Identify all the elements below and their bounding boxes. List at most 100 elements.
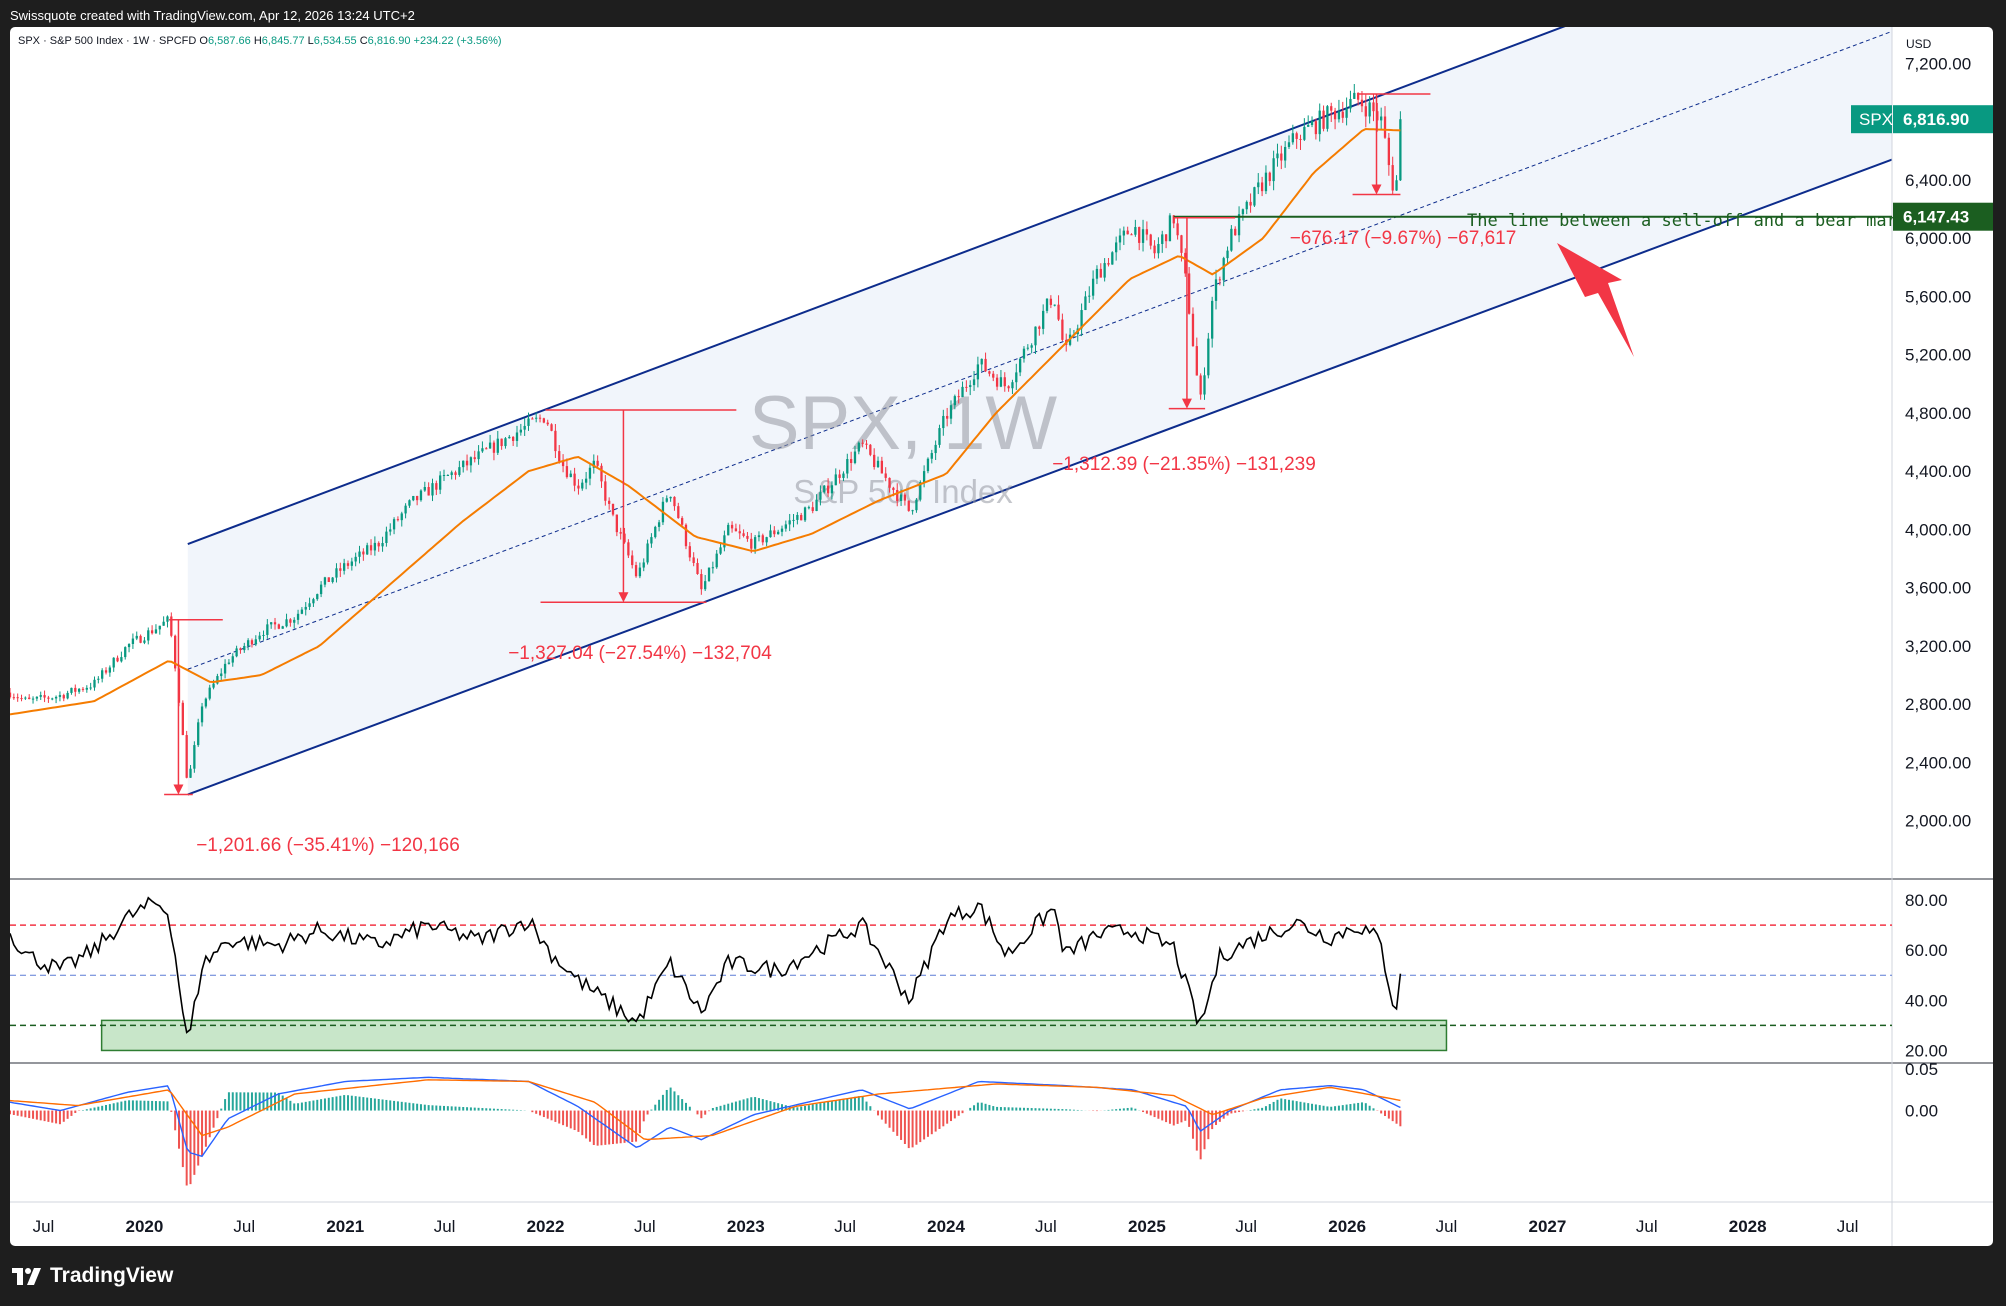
candle-body (404, 505, 407, 514)
candle-body (66, 692, 69, 699)
candle-body (581, 482, 584, 489)
candle-body (193, 745, 196, 769)
macd-signal-line (10, 1079, 1401, 1141)
candle-body (608, 500, 611, 504)
candle-body (1184, 252, 1187, 274)
candle-body (389, 529, 392, 532)
candle-body (223, 663, 227, 674)
candle-body (961, 386, 964, 398)
channel-median-line (187, 30, 1893, 670)
price-tick-label: 2,800.00 (1905, 695, 1971, 714)
candle-body (373, 542, 377, 551)
candle-body (1157, 243, 1160, 254)
candle-body (842, 473, 845, 478)
candle-body (293, 619, 296, 623)
candle-body (120, 657, 123, 662)
candle-body (339, 568, 342, 571)
candle-body (143, 640, 146, 643)
candle-body (615, 514, 619, 533)
candle-body (796, 514, 799, 520)
candle-body (369, 545, 373, 551)
candle-body (135, 635, 138, 639)
candle-body (746, 535, 749, 539)
candle-body (1260, 182, 1264, 192)
candle-body (638, 567, 642, 577)
price-tick-label: 3,200.00 (1905, 637, 1971, 656)
candle-body (834, 474, 837, 486)
candle-body (112, 657, 115, 668)
candle-body (873, 454, 876, 468)
tradingview-logo[interactable]: TradingView (12, 1262, 173, 1290)
candle-body (162, 621, 165, 626)
candle-body (1299, 138, 1302, 140)
candle-body (946, 415, 949, 419)
candle-body (765, 537, 768, 543)
candle-body (89, 687, 92, 689)
channel-upper-line (187, 27, 1566, 545)
price-tick-label: 6,000.00 (1905, 229, 1971, 248)
candle-body (984, 358, 987, 372)
chart-panel: SPX, 1W S&P 500 Index −1,201.66 (−35.41%… (10, 27, 1993, 1246)
candle-body (147, 630, 150, 641)
candle-body (485, 448, 488, 450)
candle-body (442, 475, 446, 477)
candle-body (319, 584, 323, 595)
candle-body (861, 442, 864, 444)
candle-body (969, 385, 972, 388)
rsi-pane: 20.00 40.00 60.00 80.00 (10, 891, 1948, 1060)
time-tick-label: 2027 (1529, 1217, 1567, 1236)
candle-body (1161, 234, 1164, 244)
candle-body (1141, 229, 1145, 243)
candle-body (1153, 245, 1156, 254)
candle-body (558, 451, 561, 462)
candle-body (415, 495, 419, 501)
candle-body (538, 417, 542, 419)
candle-body (1303, 126, 1306, 140)
candle-body (899, 494, 903, 501)
candle-body (761, 535, 764, 543)
tradingview-wordmark: TradingView (50, 1264, 174, 1287)
candle-body (327, 577, 330, 582)
candle-body (496, 438, 499, 453)
candle-body (258, 635, 261, 640)
candle-body (1326, 106, 1329, 129)
candle-body (634, 565, 638, 577)
candle-body (1237, 214, 1241, 236)
candle-body (1007, 386, 1010, 389)
candle-body (1287, 142, 1291, 147)
candle-body (81, 688, 85, 690)
legend-close: 6,816.90 (367, 35, 411, 47)
drawdown-label: −1,327.04 (−27.54%) −132,704 (508, 643, 772, 664)
time-tick-label: Jul (1636, 1217, 1658, 1236)
time-tick-label: 2023 (727, 1217, 765, 1236)
candle-body (1226, 250, 1229, 259)
candle-body (750, 538, 753, 549)
candle-body (915, 499, 918, 511)
candle-body (1268, 172, 1271, 182)
candle-body (246, 640, 250, 646)
time-tick-label: 2026 (1328, 1217, 1366, 1236)
legend-low: 6,534.55 (313, 35, 357, 47)
candle-body (250, 640, 254, 645)
candle-body (1095, 268, 1099, 279)
candle-body (431, 483, 434, 496)
candle-body (669, 496, 672, 499)
candle-body (995, 377, 999, 387)
price-tick-label: 6,400.00 (1905, 171, 1971, 190)
candle-body (335, 568, 338, 578)
candle-body (1038, 326, 1041, 329)
candle-body (342, 563, 346, 571)
candle-body (408, 500, 411, 506)
macd-tick-label: 0.00 (1905, 1102, 1938, 1121)
candle-body (1214, 279, 1218, 301)
candle-body (1257, 182, 1260, 188)
candle-body (1030, 345, 1033, 348)
price-tick-label: 4,800.00 (1905, 404, 1971, 423)
candle-body (684, 524, 688, 547)
candle-body (619, 532, 622, 534)
candle-body (677, 506, 680, 519)
candle-body (807, 507, 811, 509)
candle-body (385, 531, 388, 544)
time-tick-label: 2028 (1729, 1217, 1767, 1236)
candle-body (965, 386, 968, 388)
